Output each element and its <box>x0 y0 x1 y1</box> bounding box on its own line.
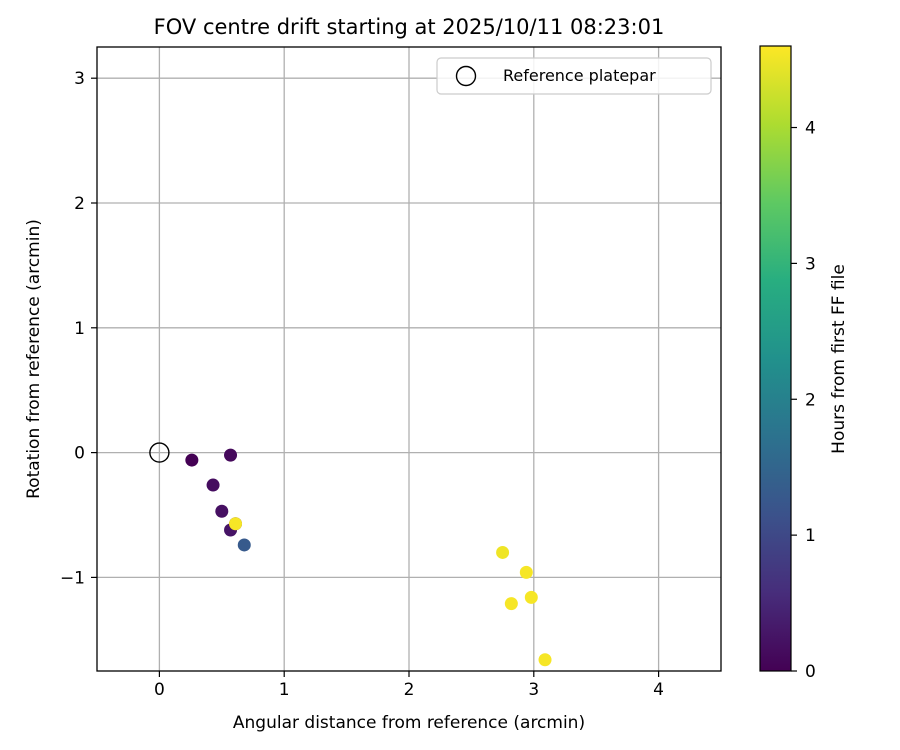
data-point <box>519 565 533 579</box>
colorbar-tick-label: 4 <box>805 119 816 139</box>
colorbar-tick-label: 2 <box>805 390 816 410</box>
axis-ticks: 0 1 2 3 4 −1 0 1 2 3 <box>60 69 664 700</box>
data-point <box>215 504 229 518</box>
y-tick-label: −1 <box>60 568 85 588</box>
chart-title: FOV centre drift starting at 2025/10/11 … <box>154 15 665 39</box>
data-point <box>524 590 538 604</box>
y-tick-label: 0 <box>74 444 85 464</box>
reference-marker <box>149 442 170 463</box>
colorbar-tick-label: 0 <box>805 662 816 682</box>
grid <box>97 47 721 671</box>
colorbar-tick-label: 3 <box>805 254 816 274</box>
legend-label: Reference platepar <box>503 66 656 85</box>
legend-reference-marker <box>455 65 477 87</box>
data-point <box>496 545 510 559</box>
x-axis-label: Angular distance from reference (arcmin) <box>233 713 585 733</box>
colorbar-tick-label: 1 <box>805 526 816 546</box>
x-tick-label: 0 <box>154 680 165 700</box>
data-point <box>504 597 518 611</box>
data-point <box>237 538 251 552</box>
colorbar <box>759 45 792 672</box>
legend: Reference platepar <box>436 57 712 95</box>
x-tick-label: 2 <box>404 680 415 700</box>
data-point <box>229 517 243 531</box>
legend-box <box>436 57 712 95</box>
data-point <box>224 448 238 462</box>
x-tick-label: 4 <box>653 680 664 700</box>
y-tick-label: 2 <box>74 194 85 214</box>
colorbar-label: Hours from first FF file <box>829 264 849 454</box>
y-tick-label: 3 <box>74 69 85 89</box>
colorbar-ticks: 0 1 2 3 4 <box>791 119 816 682</box>
x-tick-label: 1 <box>279 680 290 700</box>
y-tick-label: 1 <box>74 319 85 339</box>
data-point <box>185 453 199 467</box>
x-tick-label: 3 <box>528 680 539 700</box>
data-points <box>185 448 552 667</box>
data-point <box>206 478 220 492</box>
y-axis-label: Rotation from reference (arcmin) <box>24 219 44 499</box>
reference-layer <box>149 442 170 463</box>
data-point <box>538 653 552 667</box>
